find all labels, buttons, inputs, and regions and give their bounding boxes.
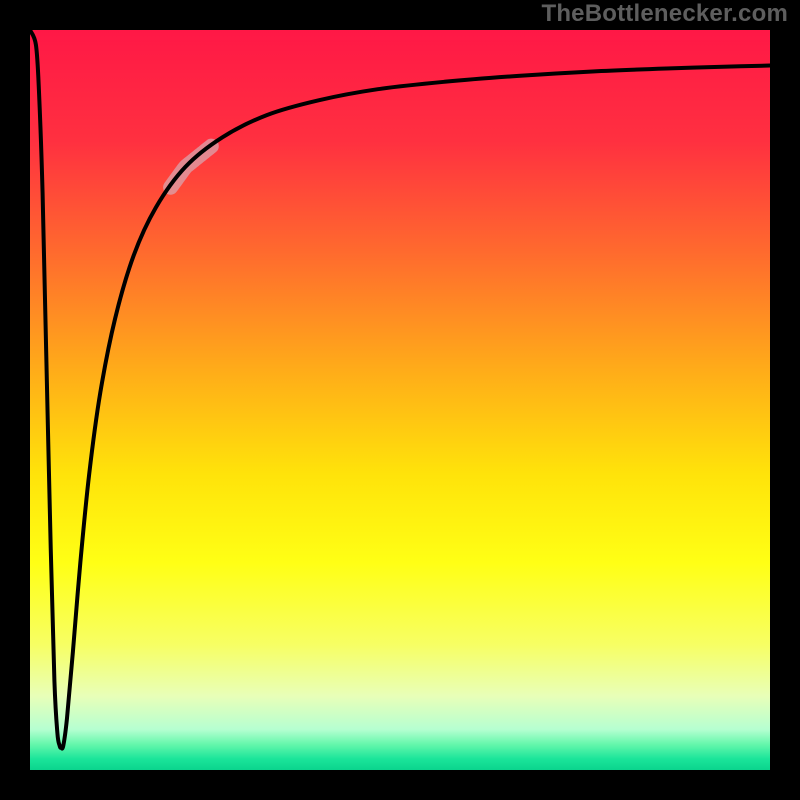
watermark-text: TheBottlenecker.com	[541, 0, 788, 29]
chart-frame: TheBottlenecker.com	[0, 0, 800, 800]
bottleneck-chart	[0, 0, 800, 800]
plot-area	[30, 30, 770, 770]
